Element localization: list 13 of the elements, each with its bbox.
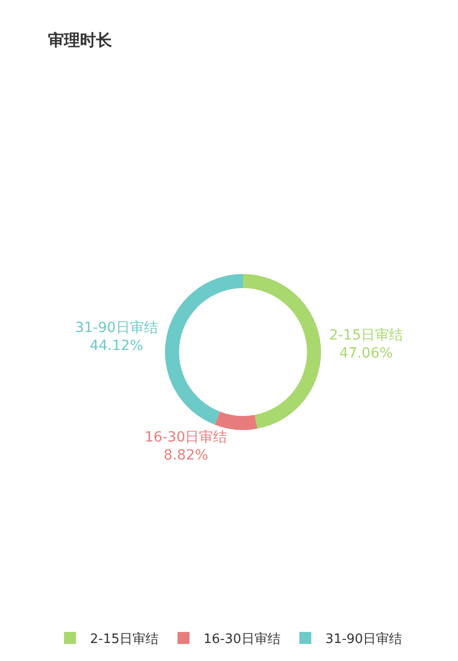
legend-label: 31-90日审结	[325, 631, 402, 648]
donut-slice	[243, 274, 321, 429]
slice-label: 31-90日审结	[75, 320, 158, 336]
donut-slice	[214, 412, 258, 430]
data-label: 8.82%	[164, 448, 208, 464]
data-label: 47.06%	[339, 346, 393, 362]
data-label: 44.12%	[90, 338, 144, 354]
legend-label: 2-15日审结	[90, 631, 159, 648]
slice-label: 16-30日审结	[144, 430, 228, 446]
chart-title: 审理时长	[48, 30, 113, 50]
donut-slice	[165, 274, 243, 425]
legend-label: 16-30日审结	[204, 631, 280, 648]
slice-label: 2-15日审结	[329, 328, 403, 344]
